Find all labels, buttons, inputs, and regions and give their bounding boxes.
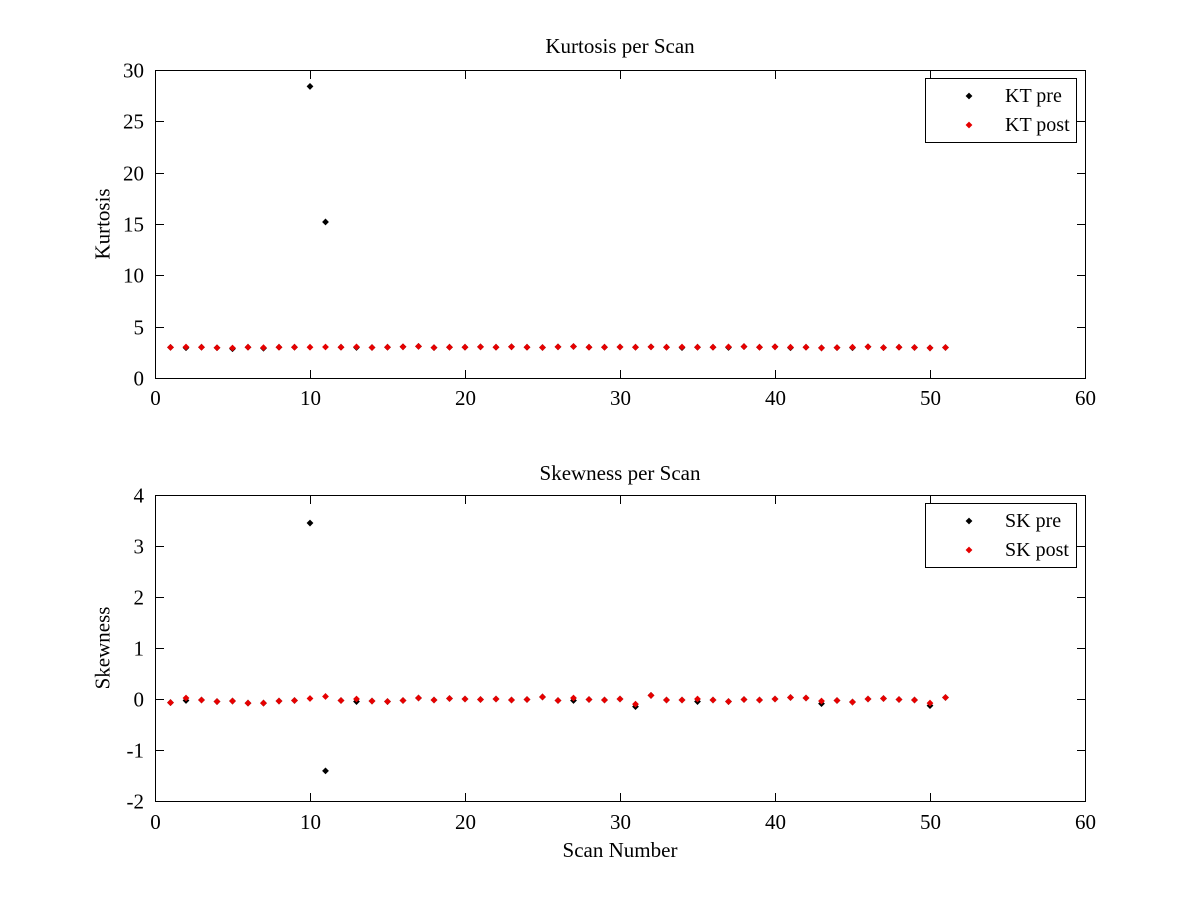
sk-pre-label: SK pre (1005, 510, 1062, 532)
scatter-markers (167, 83, 949, 353)
skewness-sk-post-points (167, 692, 949, 708)
legend-marker-glyph (965, 92, 973, 100)
kt-pre-label: KT pre (1005, 85, 1062, 107)
kurtosis-kt-pre-points (167, 83, 949, 353)
y-tick-label: -1 (127, 739, 145, 763)
kurtosis-title: Kurtosis per Scan (545, 34, 695, 58)
skewness-sk-pre-points (167, 519, 949, 775)
y-tick-label: 10 (123, 264, 144, 288)
skewness-axes-box (155, 495, 1086, 802)
x-tick-label: 0 (150, 810, 161, 834)
kt-post-marker-icon (965, 121, 973, 129)
x-tick-label: 20 (455, 810, 476, 834)
scatter-markers (167, 692, 949, 708)
x-tick-label: 0 (150, 386, 161, 410)
x-tick-label: 30 (610, 386, 631, 410)
skewness-axes: 0 10 20 30 40 50 60 -2 -1 0 1 2 3 4 (127, 484, 1097, 835)
y-tick-label: -2 (127, 790, 145, 814)
legend-marker-glyph (965, 121, 973, 129)
kurtosis-axes-box (155, 70, 1086, 379)
y-tick-label: 4 (134, 484, 145, 508)
y-tick-label: 0 (134, 367, 145, 391)
y-tick-label: 2 (134, 586, 145, 610)
y-tick-label: 5 (134, 316, 145, 340)
y-tick-label: 1 (134, 637, 145, 661)
sk-post-label: SK post (1005, 539, 1069, 561)
y-tick-label: 0 (134, 688, 145, 712)
y-tick-label: 30 (123, 59, 144, 83)
legend-entry-sk-post: SK post (926, 539, 1076, 561)
x-tick-label: 10 (300, 810, 321, 834)
x-tick-label: 40 (765, 386, 786, 410)
x-tick-label: 30 (610, 810, 631, 834)
sk-post-marker-icon (965, 546, 973, 554)
legend-marker-glyph (965, 546, 973, 554)
skewness-title: Skewness per Scan (539, 461, 701, 485)
y-tick-label: 15 (123, 213, 144, 237)
kt-pre-marker-icon (965, 92, 973, 100)
scatter-markers (167, 519, 949, 775)
skewness-ylabel: Skewness (90, 606, 115, 690)
legend-marker-glyph (965, 517, 973, 525)
x-tick-label: 60 (1075, 810, 1096, 834)
kurtosis-kt-post-points (167, 342, 949, 352)
y-tick-label: 20 (123, 162, 144, 186)
x-tick-label: 60 (1075, 386, 1096, 410)
legend-entry-kt-post: KT post (926, 114, 1076, 136)
x-tick-label: 10 (300, 386, 321, 410)
scatter-markers (167, 342, 949, 352)
legend-entry-kt-pre: KT pre (926, 85, 1076, 107)
y-tick-label: 25 (123, 110, 144, 134)
x-tick-label: 20 (455, 386, 476, 410)
sk-pre-marker-icon (965, 517, 973, 525)
x-tick-label: 50 (920, 386, 941, 410)
kurtosis-legend: KT pre KT post (925, 78, 1077, 143)
skewness-legend: SK pre SK post (925, 503, 1077, 568)
kurtosis-ylabel: Kurtosis (90, 188, 115, 260)
legend-entry-sk-pre: SK pre (926, 510, 1076, 532)
skewness-xlabel: Scan Number (562, 838, 678, 862)
x-tick-label: 50 (920, 810, 941, 834)
x-tick-label: 40 (765, 810, 786, 834)
y-tick-label: 3 (134, 535, 145, 559)
kt-post-label: KT post (1005, 114, 1070, 136)
kurtosis-axes: 0 10 20 30 40 50 60 0 5 10 15 20 25 30 (123, 59, 1096, 411)
